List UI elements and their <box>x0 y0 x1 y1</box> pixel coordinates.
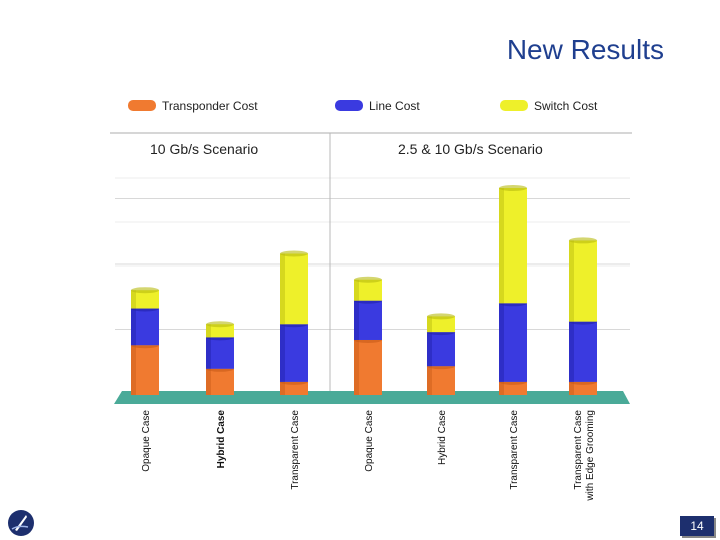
bar-segment-shade <box>569 240 574 322</box>
x-tick-label: Transparent Casewith Edge Grooming <box>573 410 596 502</box>
bar-segment-shade <box>499 381 504 395</box>
legend-swatch <box>500 100 528 111</box>
bar-segment <box>131 345 159 395</box>
slide-number: 14 <box>680 516 714 536</box>
bar-segment <box>569 321 597 382</box>
bar-segment <box>499 381 527 395</box>
bar-segment-cap <box>427 313 455 320</box>
bar-segment <box>427 366 455 395</box>
bar-segment-shade <box>131 290 136 309</box>
bar-segment <box>499 303 527 382</box>
bar-segment-cap <box>499 185 527 192</box>
bar-segment <box>354 300 382 340</box>
bar-segment <box>280 253 308 325</box>
legend-label: Transponder Cost <box>162 99 258 113</box>
bar-segment-cap <box>206 321 234 328</box>
bar-segment <box>569 240 597 322</box>
bar-segment-shade <box>206 324 211 338</box>
bar-segment <box>206 324 234 338</box>
x-tick-label: Hybrid Case <box>437 410 448 465</box>
legend-swatch <box>335 100 363 111</box>
scenario-labels: 10 Gb/s Scenario 2.5 & 10 Gb/s Scenario <box>150 141 543 157</box>
x-tick-label: Opaque Case <box>141 410 152 472</box>
legend-swatch <box>128 100 156 111</box>
bar-segment <box>131 290 159 309</box>
x-tick-label: Transparent Case <box>509 410 520 490</box>
bar-segment-shade <box>569 381 574 395</box>
bar-segment-shade <box>131 345 136 395</box>
bar-segment-shade <box>206 337 211 369</box>
legend-label: Line Cost <box>369 99 420 113</box>
bar-segment-shade <box>427 366 432 395</box>
legend: Transponder Cost Line Cost Switch Cost <box>128 99 598 113</box>
bar-segment-cap <box>354 276 382 283</box>
bar-segment-cap <box>280 250 308 257</box>
x-tick-label: Hybrid Case <box>216 410 227 469</box>
bar-segment-shade <box>499 188 504 304</box>
scenario-label: 10 Gb/s Scenario <box>150 141 258 157</box>
logo-icon <box>8 510 34 536</box>
x-axis-labels: Opaque Case Hybrid Case Transparent Case Op… <box>141 410 596 502</box>
bar-segment <box>354 339 382 395</box>
grid-lines <box>115 177 630 330</box>
bar-segment <box>569 381 597 395</box>
scenario-label: 2.5 & 10 Gb/s Scenario <box>398 141 543 157</box>
bar-segment-cap <box>131 287 159 294</box>
bar-segment-cap <box>569 237 597 244</box>
bar-segment-shade <box>280 253 285 325</box>
bar-segment-shade <box>427 332 432 367</box>
bar-segment <box>131 308 159 346</box>
bar-segment <box>206 368 234 395</box>
bar-segment <box>427 316 455 333</box>
bar-segment-shade <box>206 368 211 395</box>
slide-title: New Results <box>506 34 664 65</box>
bar-segment <box>354 279 382 301</box>
bar-segment-shade <box>354 300 359 340</box>
bars <box>131 185 597 395</box>
legend-label: Switch Cost <box>534 99 598 113</box>
x-tick-label: Opaque Case <box>364 410 375 472</box>
bar-segment <box>206 337 234 369</box>
bar-segment <box>280 324 308 382</box>
bar-segment-shade <box>280 324 285 382</box>
bar-segment-shade <box>280 381 285 395</box>
bar-segment-shade <box>354 279 359 301</box>
bar-segment-shade <box>499 303 504 382</box>
bar-segment-shade <box>569 321 574 382</box>
bar-segment <box>280 381 308 395</box>
bar-segment-shade <box>354 339 359 395</box>
bar-segment-shade <box>427 316 432 333</box>
bar-segment-shade <box>131 308 136 346</box>
bar-segment <box>499 188 527 304</box>
x-tick-label: Transparent Case <box>290 410 301 490</box>
bar-segment <box>427 332 455 367</box>
